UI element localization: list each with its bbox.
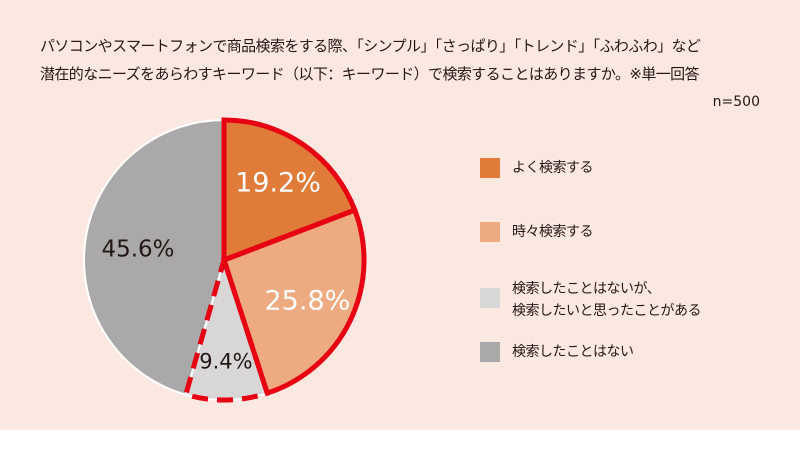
pie-slice-2-highlight bbox=[220, 206, 367, 397]
pie-slice-4 bbox=[83, 118, 225, 396]
pie-value-label-3: 9.4% bbox=[199, 349, 252, 373]
legend-label: 検索したことはない bbox=[512, 344, 634, 360]
pie-value-label-4: 45.6% bbox=[101, 236, 174, 262]
chart-title-line-1: パソコンやスマートフォンで商品検索をする際、「シンプル」「さっぱり」「トレンド」… bbox=[40, 37, 701, 55]
pie-slice-1-highlight bbox=[221, 117, 359, 264]
bottom-strip bbox=[0, 430, 800, 450]
sample-size: n=500 bbox=[712, 94, 760, 110]
pie-chart: 19.2% 25.8% 9.4% 45.6% bbox=[83, 117, 367, 403]
chart-title-line-2: 潜在的なニーズをあらわすキーワード（以下：キーワード）で検索することはありますか… bbox=[40, 65, 700, 83]
legend-label: 時々検索する bbox=[512, 224, 594, 240]
pie-value-label-2: 25.8% bbox=[265, 286, 351, 317]
chart-panel: パソコンやスマートフォンで商品検索をする際、「シンプル」「さっぱり」「トレンド」… bbox=[0, 0, 800, 430]
pie-value-label-1: 19.2% bbox=[235, 167, 321, 198]
legend-label: 検索したことはないが、 検索したいと思ったことがある bbox=[512, 281, 702, 319]
legend-swatch bbox=[480, 158, 500, 178]
legend-label: よく検索する bbox=[512, 160, 594, 176]
legend-swatch bbox=[480, 342, 500, 362]
legend-swatch bbox=[480, 288, 500, 308]
pie-slice-3-highlight bbox=[182, 251, 271, 403]
legend-swatch bbox=[480, 222, 500, 242]
